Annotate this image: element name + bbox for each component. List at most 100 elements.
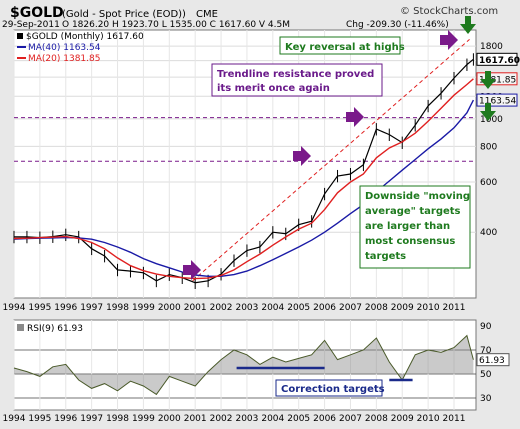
price-x-axis: 1994 1995 1996 1997 1998 1999 2000 2001 2002 2003… — [3, 303, 466, 313]
arrow-down-icon — [480, 71, 496, 89]
downside-label-3: are larger than — [365, 221, 450, 232]
arrow-down-icon — [460, 16, 476, 34]
rsi-y-tick-label: 30 — [480, 394, 492, 404]
rsi-x-tick-label: 2009 — [391, 414, 414, 424]
price-x-tick-label: 2001 — [184, 303, 207, 313]
arrow-right-icon — [293, 146, 311, 166]
price-x-tick-label: 2003 — [235, 303, 258, 313]
rsi-value-label: 61.93 — [476, 353, 510, 367]
price-y-tick-label: 600 — [480, 178, 497, 188]
downside-label-4: most consensus — [365, 236, 455, 247]
rsi-y-tick-label: 70 — [480, 346, 492, 356]
price-x-tick-label: 2006 — [313, 303, 336, 313]
annotation-downside: Downside "moving average" targets are la… — [359, 185, 471, 269]
price-x-tick-label: 2009 — [391, 303, 414, 313]
price-x-tick-label: 1994 — [3, 303, 26, 313]
downside-label-2: average" targets — [365, 206, 461, 217]
watermark: © StockCharts.com — [400, 6, 498, 17]
header-ohlc: O 1826.20 H 1923.70 L 1535.00 C 1617.60 … — [62, 20, 290, 30]
legend-ma40: MA(40) 1163.54 — [28, 43, 101, 53]
correction-label: Correction targets — [281, 384, 385, 395]
price-x-tick-label: 2007 — [339, 303, 362, 313]
trendline-label-1: Trendline resistance proved — [217, 69, 374, 80]
price-label: 1381.85 — [479, 75, 516, 85]
rsi-legend-label: RSI(9) 61.93 — [27, 324, 83, 334]
price-x-tick-label: 1995 — [28, 303, 51, 313]
price-x-tick-label: 2002 — [210, 303, 233, 313]
rsi-x-tick-label: 2002 — [210, 414, 233, 424]
legend-price: $GOLD (Monthly) 1617.60 — [26, 32, 144, 42]
annotation-key-reversal: Key reversal at highs — [279, 36, 405, 55]
annotation-trendline: Trendline resistance proved its merit on… — [211, 63, 383, 97]
key-reversal-box — [279, 36, 401, 55]
rsi-plot-area — [13, 319, 477, 411]
downside-label-1: Downside "moving — [365, 191, 470, 202]
series-line-1 — [13, 99, 475, 277]
arrow-right-icon — [440, 30, 458, 50]
price-x-tick-label: 2004 — [261, 303, 284, 313]
series-line-2 — [13, 78, 474, 280]
price-y-tick-label: 1000 — [480, 115, 503, 125]
rsi-legend: RSI(9) 61.93 — [17, 324, 83, 334]
symbol-exchange: CME — [196, 9, 218, 20]
price-x-tick-label: 1998 — [106, 303, 129, 313]
arrow-down-icon — [480, 103, 496, 121]
rsi-x-tick-label: 2003 — [235, 414, 258, 424]
price-legend: $GOLD (Monthly) 1617.60 MA(40) 1163.54 M… — [17, 32, 144, 64]
price-x-tick-label: 2008 — [365, 303, 388, 313]
rsi-x-tick-label: 2008 — [365, 414, 388, 424]
rsi-x-tick-label: 2001 — [184, 414, 207, 424]
rsi-x-tick-label: 2007 — [339, 414, 362, 424]
trendline-box — [211, 63, 383, 97]
rsi-legend-swatch — [17, 324, 24, 331]
rsi-y-axis: 30 50 70 90 — [480, 322, 492, 404]
price-label: 1163.54 — [479, 97, 516, 107]
price-x-tick-label: 2005 — [287, 303, 310, 313]
rsi-value-box — [476, 353, 510, 367]
legend-ma20: MA(20) 1381.85 — [28, 54, 100, 64]
rsi-x-tick-label: 2011 — [443, 414, 466, 424]
price-y-tick-label: 1800 — [480, 42, 503, 52]
symbol-name: (Gold - Spot Price (EOD)) — [62, 9, 186, 20]
rsi-area — [14, 335, 474, 395]
rsi-x-tick-label: 2010 — [417, 414, 440, 424]
price-series-layer — [13, 53, 475, 290]
price-label-box — [476, 52, 518, 66]
downside-label-5: targets — [365, 251, 406, 262]
price-x-tick-label: 2011 — [443, 303, 466, 313]
price-y-tick-label: 400 — [480, 228, 497, 238]
trendline-label-2: its merit once again — [217, 83, 330, 94]
downside-box — [359, 185, 471, 269]
rsi-x-tick-label: 1996 — [54, 414, 77, 424]
rsi-y-tick-label: 90 — [480, 322, 492, 332]
rsi-x-tick-label: 1995 — [28, 414, 51, 424]
price-y-tick-label: 800 — [480, 142, 497, 152]
key-reversal-label: Key reversal at highs — [285, 42, 405, 53]
header-change: Chg -209.30 (-11.46%) — [346, 20, 449, 30]
price-x-tick-label: 1996 — [54, 303, 77, 313]
legend-swatch-price — [17, 33, 23, 39]
rsi-y-tick-label: 50 — [480, 370, 492, 380]
price-x-tick-label: 2010 — [417, 303, 440, 313]
header-date: 29-Sep-2011 — [2, 20, 60, 30]
rsi-targets — [236, 366, 413, 382]
rsi-x-tick-label: 2006 — [313, 414, 336, 424]
annotation-correction: Correction targets — [275, 379, 385, 397]
trendline-resistance — [192, 39, 470, 282]
symbol-title: $GOLD — [10, 5, 64, 21]
price-x-tick-label: 1997 — [80, 303, 103, 313]
rsi-x-tick-label: 1998 — [106, 414, 129, 424]
arrow-right-icon — [346, 107, 364, 127]
correction-box — [275, 379, 383, 397]
price-x-tick-label: 2000 — [158, 303, 181, 313]
support-levels — [14, 117, 476, 162]
price-x-tick-label: 1999 — [132, 303, 155, 313]
rsi-x-tick-label: 2005 — [287, 414, 310, 424]
rsi-value: 61.93 — [479, 356, 505, 366]
rsi-x-axis: 1994 1995 1996 1997 1998 1999 2000 2001 2002 2003… — [3, 414, 466, 424]
arrow-right-icon — [183, 260, 201, 280]
rsi-x-tick-label: 2000 — [158, 414, 181, 424]
rsi-x-tick-label: 1997 — [80, 414, 103, 424]
price-label: 1617.60 — [479, 56, 520, 66]
